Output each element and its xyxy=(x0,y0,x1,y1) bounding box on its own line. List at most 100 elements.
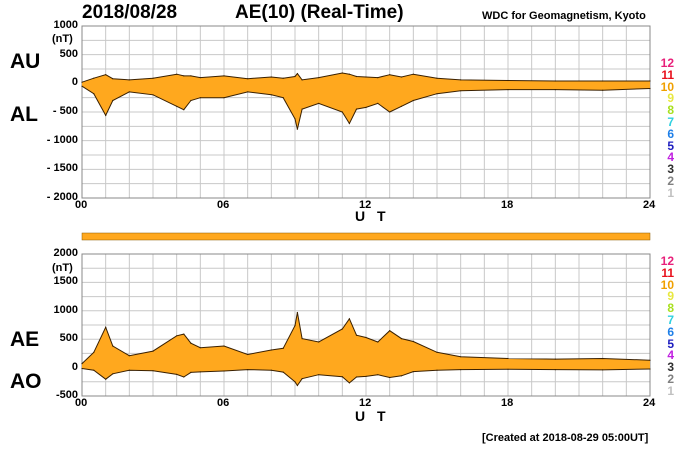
data-point-au xyxy=(176,73,178,75)
data-point-au xyxy=(341,72,343,74)
data-point-al xyxy=(460,90,462,92)
legend-hour-6: 6 xyxy=(667,126,674,141)
data-point-al xyxy=(199,97,201,99)
data-point-au xyxy=(318,77,320,79)
x-tick-label: 00 xyxy=(75,397,88,409)
legend-hour-4: 4 xyxy=(667,348,674,363)
unit-label-2: (nT) xyxy=(52,262,73,274)
data-point-al xyxy=(649,87,651,90)
data-point-al xyxy=(301,108,303,110)
data-point-ao xyxy=(199,371,201,373)
data-point-al xyxy=(183,109,185,111)
data-point-ae xyxy=(105,326,107,328)
data-point-ao xyxy=(247,369,249,371)
data-point-al xyxy=(412,99,414,102)
data-point-au xyxy=(389,74,391,76)
legend-hour-8: 8 xyxy=(667,301,674,316)
data-availability-bar xyxy=(81,232,651,241)
data-point-ao xyxy=(460,369,462,371)
data-point-ao xyxy=(400,375,403,377)
data-point-au xyxy=(436,77,438,79)
date-label: 2018/08/28 xyxy=(82,2,178,23)
data-point-ao xyxy=(223,370,225,372)
y-tick-label: 0 xyxy=(71,360,78,373)
data-point-ae xyxy=(270,349,272,351)
x-tick-label: 06 xyxy=(217,397,230,409)
y-tick-label: 500 xyxy=(59,332,78,345)
al-label: AL xyxy=(10,103,38,126)
data-point-al xyxy=(296,128,298,130)
data-point-ao xyxy=(412,371,414,373)
data-point-ae xyxy=(389,330,391,332)
data-point-ao xyxy=(436,369,438,371)
data-point-al xyxy=(190,99,192,102)
data-point-ae xyxy=(649,359,651,361)
data-point-ae xyxy=(436,351,438,353)
data-point-ao xyxy=(341,376,343,378)
data-point-ae xyxy=(247,353,249,356)
data-point-al xyxy=(507,89,509,91)
data-point-au xyxy=(355,75,358,78)
data-point-ae xyxy=(412,340,414,343)
legend-hour-1: 1 xyxy=(667,383,674,398)
series-line-au xyxy=(81,72,650,83)
data-point-ao xyxy=(318,374,320,376)
data-point-au xyxy=(199,77,201,79)
data-point-al xyxy=(389,111,391,113)
data-point-ae xyxy=(400,338,403,340)
x-tick-label: 12 xyxy=(359,199,372,211)
data-point-ao xyxy=(93,369,95,371)
data-point-ao xyxy=(105,378,107,380)
data-point-ae xyxy=(365,336,367,339)
data-point-au xyxy=(348,73,350,75)
data-point-al xyxy=(294,118,296,120)
legend-hour-7: 7 xyxy=(667,115,674,129)
data-point-au xyxy=(400,76,403,78)
legend-hour-9: 9 xyxy=(667,289,674,304)
data-point-ae xyxy=(296,311,298,314)
created-timestamp: [Created at 2018-08-29 05:00UT] xyxy=(482,432,649,444)
data-point-ao xyxy=(128,369,130,371)
data-point-au xyxy=(105,74,107,76)
data-point-al xyxy=(112,99,114,102)
data-point-ae xyxy=(341,328,343,330)
data-point-au xyxy=(365,76,367,78)
legend-hour-3: 3 xyxy=(667,360,674,375)
data-point-ae xyxy=(176,335,178,337)
data-point-ao xyxy=(507,368,509,370)
plot-frame xyxy=(81,25,651,199)
legend-hour-4: 4 xyxy=(667,150,674,165)
x-tick-label: 06 xyxy=(217,199,230,211)
data-point-ao xyxy=(183,376,185,378)
legend-hour-5: 5 xyxy=(667,336,674,351)
data-point-au xyxy=(296,73,298,75)
data-point-ae xyxy=(301,338,303,340)
data-point-ae xyxy=(377,341,379,343)
y-tick-label: 1000 xyxy=(53,303,78,316)
data-point-ae xyxy=(602,357,604,360)
data-point-ae xyxy=(93,351,95,353)
data-point-au xyxy=(554,80,556,82)
data-point-au xyxy=(112,78,114,80)
data-point-ao xyxy=(190,371,192,373)
legend-hour-2: 2 xyxy=(667,372,674,386)
x-axis-label-2: U T xyxy=(355,408,390,424)
data-point-ae xyxy=(128,355,130,357)
data-point-al xyxy=(348,122,350,125)
data-point-ae xyxy=(318,341,320,343)
legend-hour-10: 10 xyxy=(660,79,674,94)
ae-label: AE xyxy=(10,328,40,351)
data-point-au xyxy=(152,77,154,79)
x-tick-label: 24 xyxy=(643,397,656,409)
y-tick-label: - 1500 xyxy=(46,162,78,175)
data-point-ae xyxy=(81,363,83,365)
data-point-ae xyxy=(355,334,358,336)
y-tick-label: - 500 xyxy=(52,105,78,117)
data-point-au xyxy=(412,73,414,75)
series-line-ae xyxy=(81,312,651,364)
x-tick-label: 24 xyxy=(643,199,656,211)
data-point-au xyxy=(294,75,296,78)
data-point-au xyxy=(460,79,462,81)
x-tick-label: 00 xyxy=(75,199,88,211)
